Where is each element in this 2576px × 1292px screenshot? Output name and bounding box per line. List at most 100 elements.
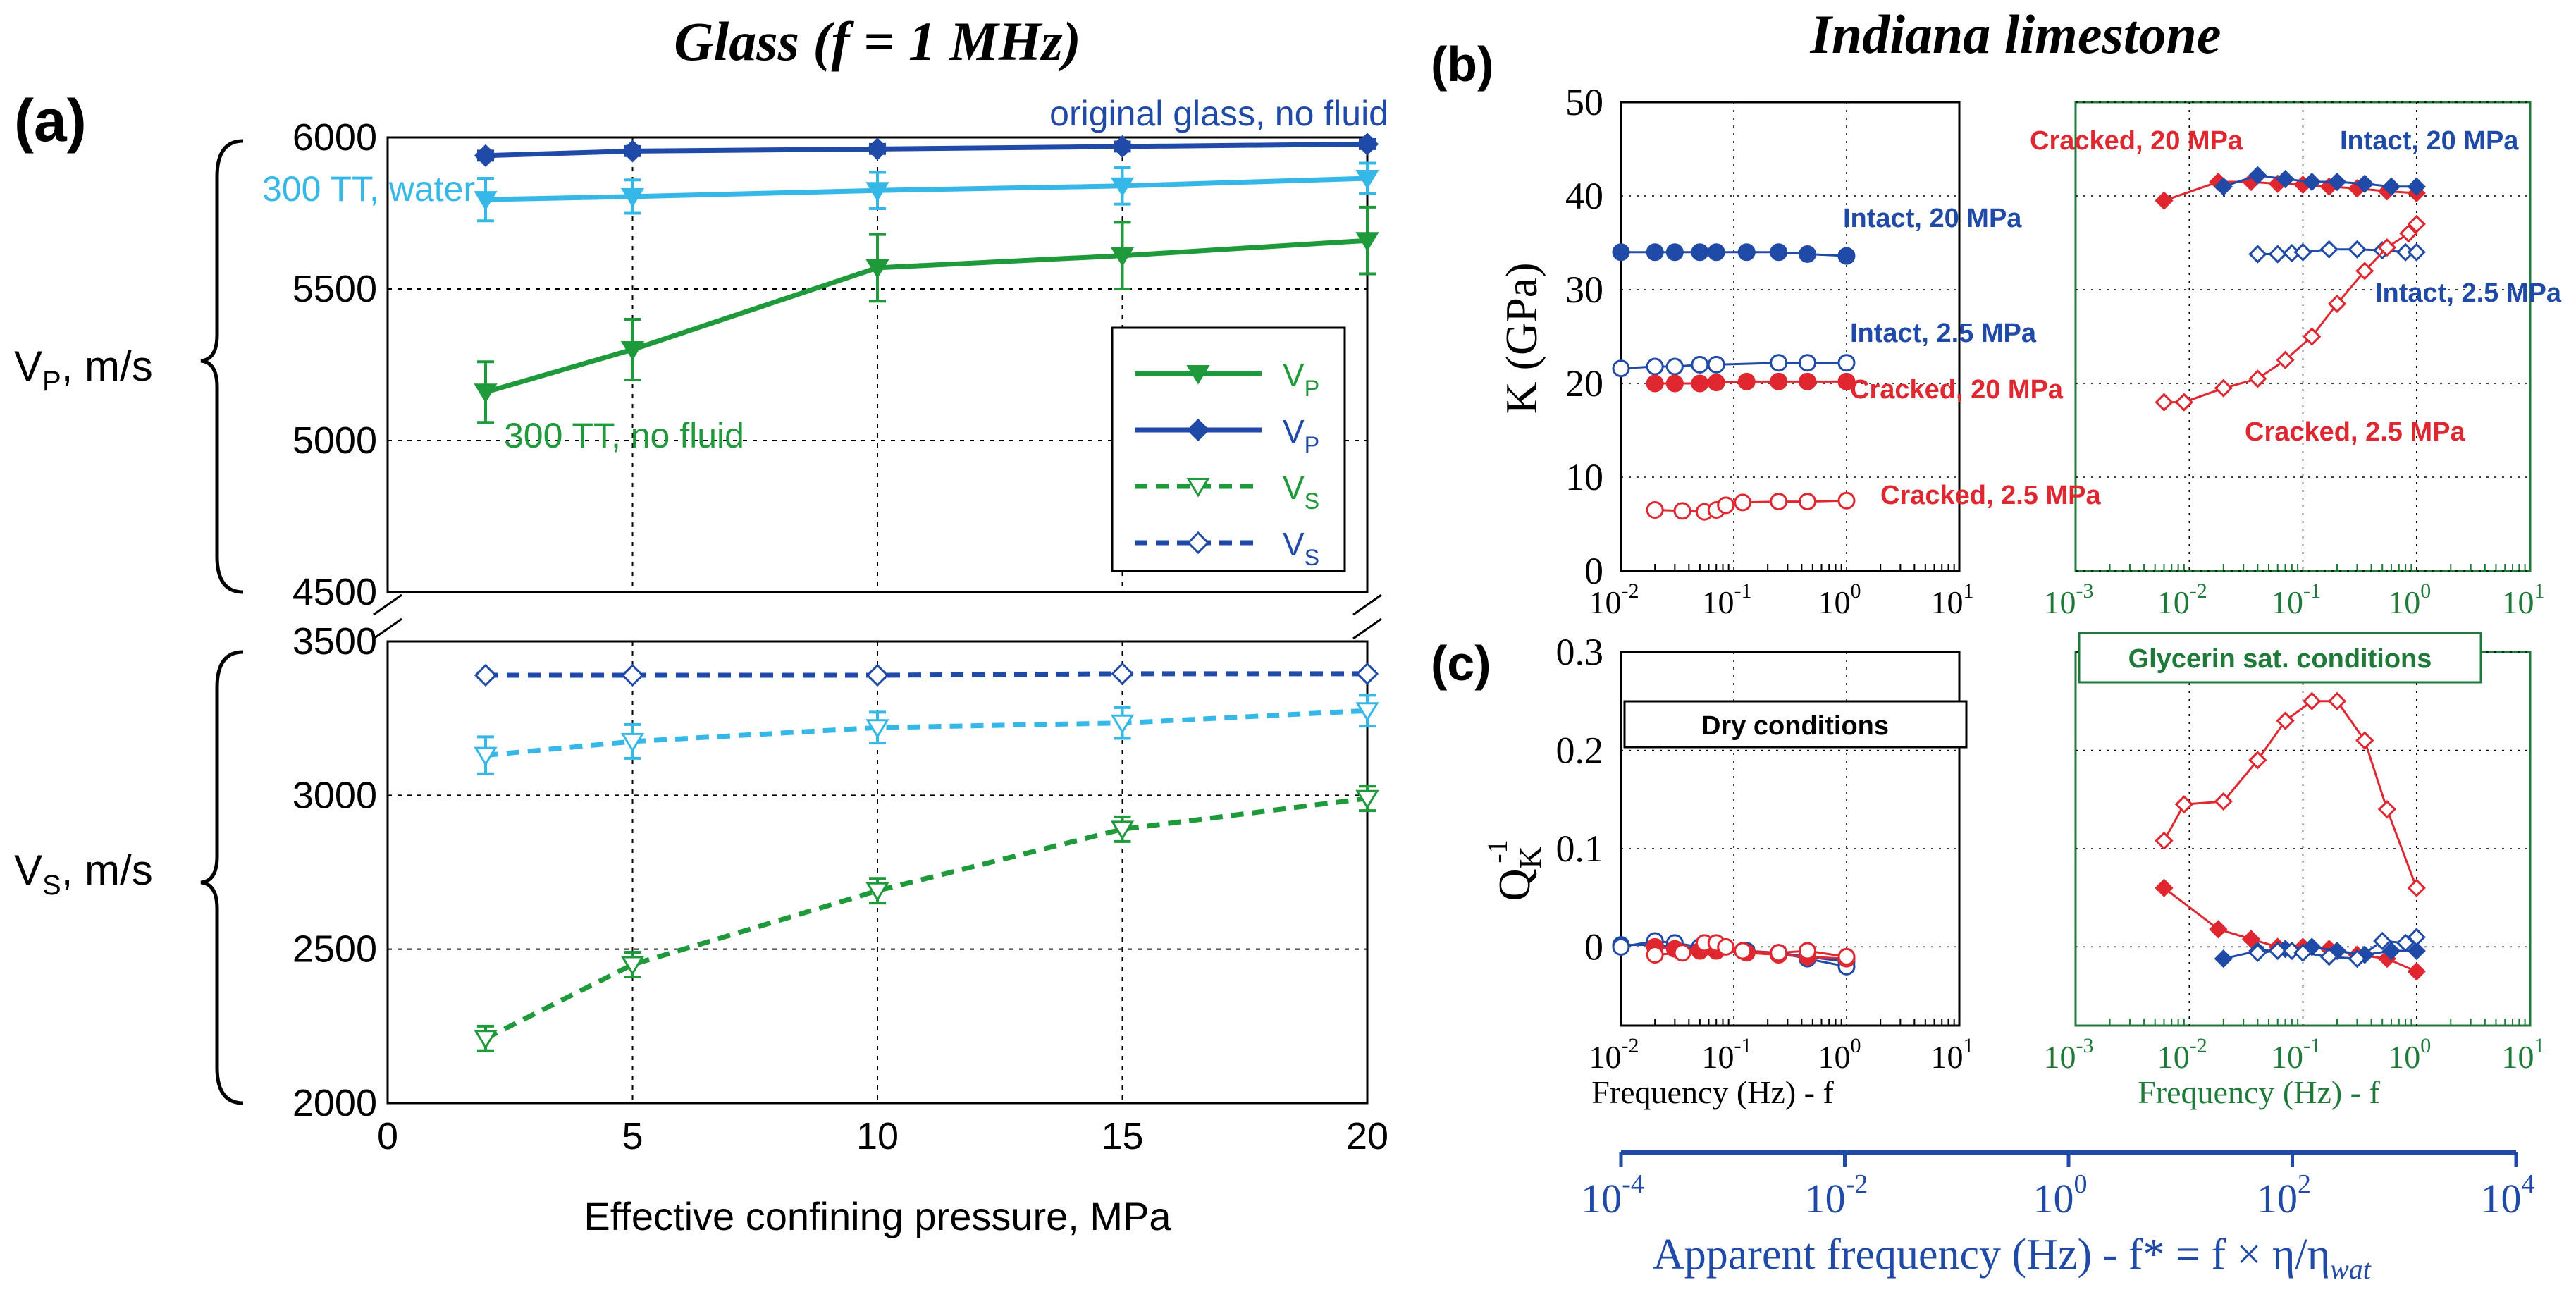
vs-brace [200,650,244,1105]
legend-label: VS [1283,469,1319,514]
data-point [2373,931,2392,951]
label-dry-cracked-20: Cracked, 20 MPa [1850,375,2064,405]
y-tick-label: 0 [1584,925,1603,968]
x-axis-label-glycerin: Frequency (Hz) - f [2138,1074,2380,1110]
legend-marker [1186,418,1210,442]
axis-break-mark [1352,617,1382,640]
data-point [2248,369,2267,388]
data-point [2174,795,2193,814]
apparent-tick-base: 10 [2033,1176,2074,1222]
x-tick-label: 10-2 [2157,579,2207,620]
apparent-tick-exp: 2 [2298,1169,2311,1199]
dry-conditions-label: Dry conditions [1701,711,1889,741]
data-point [2355,731,2374,750]
data-point [1770,944,1788,962]
vp-axis-label: VP, m/s [14,343,153,397]
data-point [1612,243,1630,262]
data-point [1707,374,1725,392]
limestone-title: Indiana limestone [1810,4,2221,65]
data-point [620,956,645,976]
axis-break-mark [373,593,402,616]
data-point [2293,943,2312,962]
label-dry-cracked-25: Cracked, 2.5 MPa [1880,481,2101,510]
legend-marker [1186,531,1210,555]
data-point [2319,947,2338,966]
vs-tick-label: 3500 [292,620,377,663]
glass-title: Glass (f = 1 MHz) [674,11,1080,72]
series-line [2163,700,2418,889]
x-tick-label: 0 [377,1115,398,1157]
data-point [621,663,644,687]
x-tick-label: 10-1 [1702,579,1752,620]
data-series [2214,166,2426,196]
data-point [2377,238,2397,257]
series-line [485,708,1368,758]
x-tick-exp: -2 [2190,579,2207,603]
legend-label-main: V [1283,469,1305,506]
legend-label-sub: P [1305,376,1319,401]
q-axis-sub: K [1513,846,1548,868]
y-tick-label: 50 [1565,81,1603,123]
data-point [1691,374,1709,393]
x-tick-base: 10 [2502,584,2534,620]
k-axis-label: K (GPa) [1496,262,1546,414]
apparent-tick-base: 10 [2481,1176,2522,1222]
data-point [1799,493,1817,511]
apparent-frequency-axis: 10-4 10-2 100 102 104 Apparent frequency (Hz… [1581,1150,2535,1285]
vs-axis-label: VS, m/s [14,847,153,901]
apparent-tick-label: 100 [2033,1169,2088,1222]
y-tick-label: 30 [1565,269,1603,311]
data-point [2399,224,2418,243]
x-tick-base: 10 [2044,584,2076,620]
data-point [1646,946,1664,964]
label-dry-intact-20: Intact, 20 MPa [1843,204,2022,233]
x-tick-base: 10 [2388,1039,2420,1075]
data-point [1799,245,1817,263]
data-point [2303,691,2322,710]
data-point [1770,372,1788,390]
vp-tick-label: 5500 [292,268,377,310]
data-point [474,383,498,403]
x-tick-label: 10 [856,1115,899,1157]
x-tick-label: 20 [1346,1115,1388,1157]
data-point [1734,493,1752,512]
x-tick-label: 100 [2388,579,2431,620]
data-point [1691,243,1709,262]
data-point [865,882,889,902]
data-point [2348,240,2367,259]
data-point [2248,245,2267,264]
data-point [865,663,889,687]
legend-item: VS [1135,469,1319,514]
legend-item: VP [1135,413,1319,457]
data-point [1770,493,1788,511]
data-point [1770,243,1788,262]
x-axis-label: Effective confining pressure, MPa [584,1194,1171,1238]
data-series [1646,372,1856,393]
x-tick-base: 10 [1589,1039,1622,1075]
data-point [865,719,889,739]
apparent-tick-base: 10 [2257,1176,2298,1222]
x-tick-exp: -1 [1734,1034,1752,1057]
data-point [1665,243,1684,262]
data-point [865,259,889,279]
x-tick-base: 10 [1702,584,1734,620]
x-tick-label: 10-3 [2044,579,2094,620]
data-point [2276,169,2295,189]
glycerin-conditions-box [2078,632,2482,684]
x-tick-base: 10 [2388,584,2420,620]
series-vs-3 [474,662,1379,687]
data-point [1612,359,1630,378]
y-tick-label: 40 [1565,175,1603,217]
x-tick-exp: -3 [2076,579,2094,603]
data-point [474,1030,498,1050]
x-tick-base: 10 [1818,1039,1851,1075]
y-tick-label: 0 [1584,550,1603,592]
data-point [2327,941,2347,961]
x-tick-base: 10 [2271,1039,2303,1075]
q-axis-sup: -1 [1481,839,1513,863]
data-point [1612,937,1630,956]
x-tick-label: 100 [1818,579,1861,620]
x-tick-base: 10 [2157,1039,2190,1075]
